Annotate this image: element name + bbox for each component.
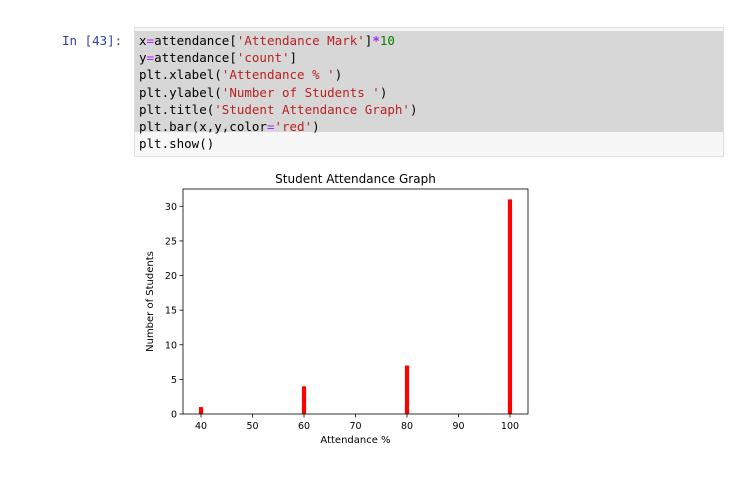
axes-frame (182, 188, 529, 415)
code-token: = (146, 33, 155, 48)
code-line: x=attendance['Attendance Mark']*10 (139, 33, 395, 48)
x-tick-label: 80 (401, 421, 413, 432)
code-line: plt.xlabel('Attendance % ') (139, 67, 342, 82)
code-token: 'Number of Students ' (221, 84, 380, 100)
code-token: ] (289, 50, 298, 66)
x-tick-label: 60 (298, 421, 310, 432)
code-token: ) (409, 101, 418, 117)
cell-prompt: In [43]: (62, 33, 123, 48)
x-axis-label: Attendance % (320, 435, 390, 446)
code-token: 'red' (274, 119, 313, 135)
y-tick-label: 15 (165, 306, 177, 317)
y-tick-label: 20 (165, 271, 177, 282)
code-line: plt.ylabel('Number of Students ') (139, 85, 387, 100)
code-token: x (139, 33, 147, 48)
x-tick-label: 70 (349, 421, 361, 432)
code-token: 'Attendance Mark' (236, 33, 365, 48)
bar-60 (301, 386, 307, 414)
code-line: y=attendance['count'] (139, 50, 297, 65)
code-line: plt.show() (139, 136, 214, 151)
x-tick-label: 90 (452, 421, 464, 432)
x-tick-label: 100 (501, 421, 519, 432)
cell-output: Student Attendance Graph 40 50 60 70 80 90 100 0… (134, 165, 554, 465)
bar-80 (404, 365, 410, 414)
code-token: 'Student Attendance Graph' (214, 101, 410, 117)
y-axis-label: Number of Students (145, 251, 156, 352)
code-token: ) (312, 119, 320, 135)
code-token: y (139, 50, 147, 66)
y-tick-label: 25 (165, 236, 177, 247)
chart-title: Student Attendance Graph (275, 172, 436, 186)
code-token: attendance[ (154, 50, 237, 66)
y-tick-label: 5 (171, 375, 177, 386)
code-line: plt.bar(x,y,color='red') (139, 119, 320, 134)
code-token: 'count' (236, 50, 290, 66)
y-tick-label: 0 (171, 410, 177, 421)
code-token: plt.xlabel( (139, 67, 222, 83)
code-token: = (266, 119, 275, 135)
code-token: ) (379, 84, 388, 100)
y-tick-label: 30 (165, 202, 177, 213)
bar-40 (198, 407, 204, 414)
code-text[interactable]: x=attendance['Attendance Mark']*10 y=att… (139, 32, 417, 152)
code-token: ) (334, 67, 343, 83)
code-token: plt.ylabel( (139, 84, 222, 100)
code-token: = (146, 50, 155, 66)
bar-100 (507, 199, 513, 414)
code-selection (135, 31, 723, 132)
y-tick-label: 10 (165, 340, 177, 351)
code-token: plt.show() (139, 136, 215, 152)
code-token: * (372, 33, 380, 48)
code-editor[interactable]: x=attendance['Attendance Mark']*10 y=att… (134, 27, 724, 157)
code-line: plt.title('Student Attendance Graph') (139, 102, 417, 117)
x-tick-label: 50 (246, 421, 258, 432)
x-tick-label: 40 (195, 421, 207, 432)
code-token: 10 (379, 33, 395, 48)
code-token: ] (364, 33, 373, 48)
code-token: plt.title( (139, 101, 215, 117)
code-token: plt.bar(x,y,color (139, 119, 267, 135)
code-token: attendance[ (154, 33, 237, 48)
bar-chart: Student Attendance Graph 40 50 60 70 80 90 100 0… (145, 172, 529, 446)
code-token: 'Attendance % ' (221, 67, 335, 83)
